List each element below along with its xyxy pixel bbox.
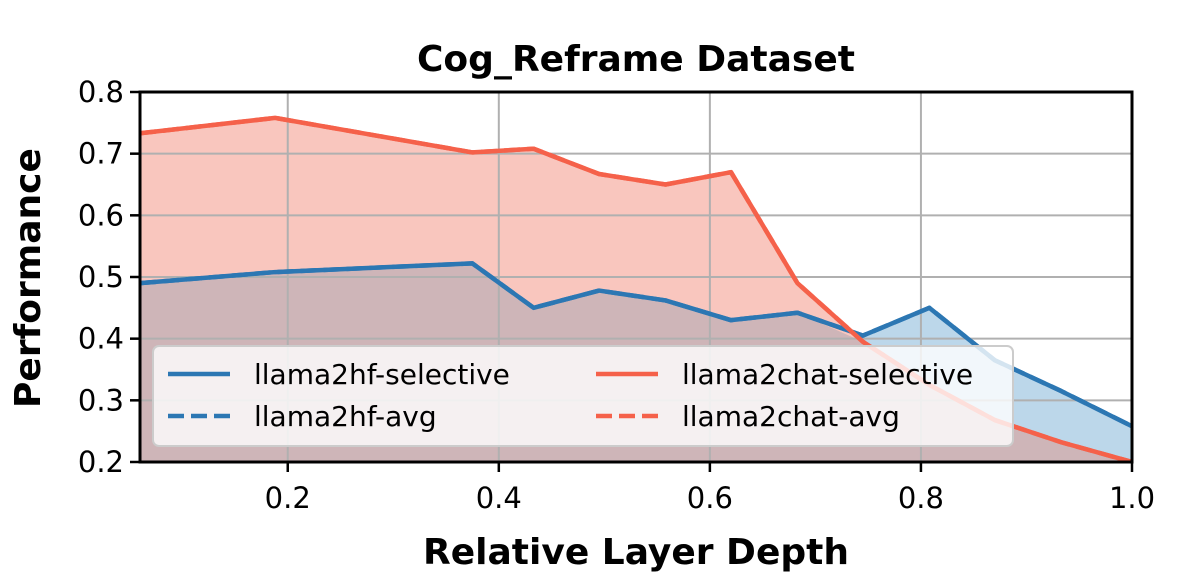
legend-label: llama2hf-avg <box>254 400 437 433</box>
y-tick-label: 0.8 <box>78 75 124 109</box>
y-tick-label: 0.4 <box>78 322 124 356</box>
y-axis-label: Performance <box>8 148 49 408</box>
x-tick-label: 0.4 <box>476 481 522 515</box>
legend-label: llama2chat-selective <box>682 358 973 391</box>
y-tick-label: 0.6 <box>78 198 124 232</box>
x-tick-label: 1.0 <box>1109 481 1155 515</box>
x-tick-label: 0.6 <box>687 481 733 515</box>
x-tick-label: 0.2 <box>265 481 311 515</box>
y-tick-label: 0.2 <box>78 445 124 479</box>
legend-label: llama2hf-selective <box>254 358 510 391</box>
y-tick-label: 0.7 <box>78 137 124 171</box>
plot-area: 0.2 0.4 0.6 0.8 1.0 0.2 0.3 0.4 0.5 0.6 0.7 0.8 <box>78 75 1155 515</box>
legend-label: llama2chat-avg <box>682 400 900 433</box>
x-axis-label: Relative Layer Depth <box>423 532 849 573</box>
legend: llama2hf-selective llama2hf-avg llama2chat… <box>152 345 1014 447</box>
chart-title: Cog_Reframe Dataset <box>417 39 855 80</box>
legend-box <box>152 345 1014 447</box>
x-tick-label: 0.8 <box>898 481 944 515</box>
y-tick-label: 0.5 <box>78 260 124 294</box>
y-tick-label: 0.3 <box>78 383 124 417</box>
